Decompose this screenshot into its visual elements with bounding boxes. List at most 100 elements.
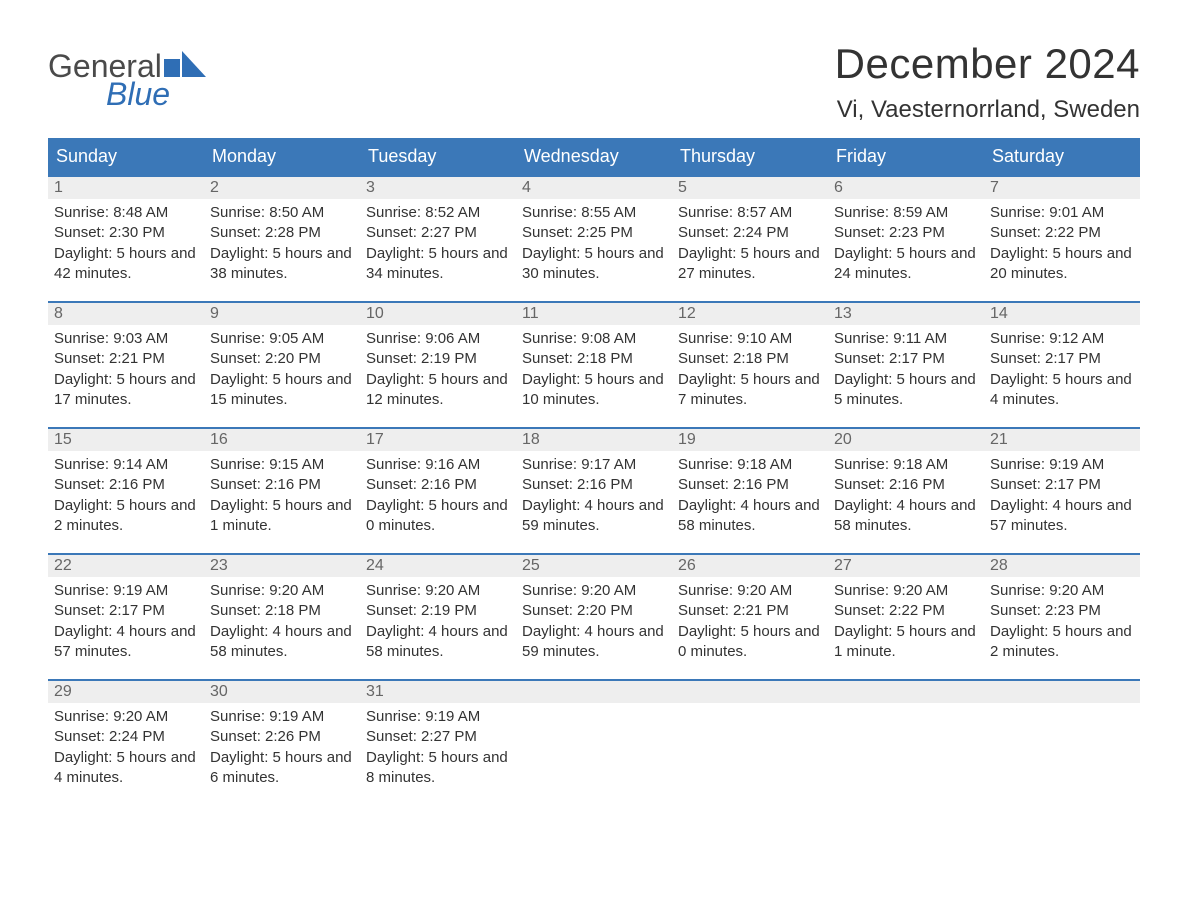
- daylight-line: Daylight: 5 hours and 4 minutes.: [990, 370, 1134, 411]
- day-number: 9: [204, 303, 360, 325]
- day-number-empty: [672, 681, 828, 703]
- daylight-line: Daylight: 5 hours and 38 minutes.: [210, 244, 354, 285]
- weeks-container: 1Sunrise: 8:48 AMSunset: 2:30 PMDaylight…: [48, 175, 1140, 791]
- calendar-day-cell: 23Sunrise: 9:20 AMSunset: 2:18 PMDayligh…: [204, 555, 360, 665]
- sunrise-line: Sunrise: 8:50 AM: [210, 203, 354, 223]
- weekday-header: Friday: [828, 138, 984, 175]
- day-number: 24: [360, 555, 516, 577]
- calendar-day-cell: 27Sunrise: 9:20 AMSunset: 2:22 PMDayligh…: [828, 555, 984, 665]
- day-details: Sunrise: 8:57 AMSunset: 2:24 PMDaylight:…: [672, 199, 828, 286]
- calendar-day-cell: 22Sunrise: 9:19 AMSunset: 2:17 PMDayligh…: [48, 555, 204, 665]
- calendar-week-row: 15Sunrise: 9:14 AMSunset: 2:16 PMDayligh…: [48, 427, 1140, 539]
- daylight-line: Daylight: 5 hours and 2 minutes.: [990, 622, 1134, 663]
- daylight-line: Daylight: 4 hours and 58 minutes.: [366, 622, 510, 663]
- sunrise-line: Sunrise: 9:06 AM: [366, 329, 510, 349]
- sunset-line: Sunset: 2:17 PM: [834, 349, 978, 369]
- calendar-day-cell: 17Sunrise: 9:16 AMSunset: 2:16 PMDayligh…: [360, 429, 516, 539]
- calendar-day-cell: 14Sunrise: 9:12 AMSunset: 2:17 PMDayligh…: [984, 303, 1140, 413]
- daylight-line: Daylight: 5 hours and 20 minutes.: [990, 244, 1134, 285]
- day-number: 13: [828, 303, 984, 325]
- sunrise-line: Sunrise: 9:16 AM: [366, 455, 510, 475]
- calendar-day-cell: 25Sunrise: 9:20 AMSunset: 2:20 PMDayligh…: [516, 555, 672, 665]
- sunset-line: Sunset: 2:26 PM: [210, 727, 354, 747]
- day-details: Sunrise: 9:20 AMSunset: 2:19 PMDaylight:…: [360, 577, 516, 664]
- daylight-line: Daylight: 4 hours and 58 minutes.: [210, 622, 354, 663]
- daylight-line: Daylight: 5 hours and 0 minutes.: [366, 496, 510, 537]
- day-number: 16: [204, 429, 360, 451]
- daylight-line: Daylight: 5 hours and 17 minutes.: [54, 370, 198, 411]
- day-details: Sunrise: 9:20 AMSunset: 2:20 PMDaylight:…: [516, 577, 672, 664]
- day-number: 6: [828, 177, 984, 199]
- day-number: 14: [984, 303, 1140, 325]
- day-number: 26: [672, 555, 828, 577]
- weekday-header: Sunday: [48, 138, 204, 175]
- day-number: 18: [516, 429, 672, 451]
- calendar-day-cell: 29Sunrise: 9:20 AMSunset: 2:24 PMDayligh…: [48, 681, 204, 791]
- day-number: 23: [204, 555, 360, 577]
- day-number: 7: [984, 177, 1140, 199]
- weekday-header: Monday: [204, 138, 360, 175]
- day-details: Sunrise: 9:11 AMSunset: 2:17 PMDaylight:…: [828, 325, 984, 412]
- day-details: Sunrise: 9:12 AMSunset: 2:17 PMDaylight:…: [984, 325, 1140, 412]
- calendar-day-cell: 21Sunrise: 9:19 AMSunset: 2:17 PMDayligh…: [984, 429, 1140, 539]
- calendar-day-cell: 18Sunrise: 9:17 AMSunset: 2:16 PMDayligh…: [516, 429, 672, 539]
- sunrise-line: Sunrise: 8:48 AM: [54, 203, 198, 223]
- day-number: 20: [828, 429, 984, 451]
- calendar-day-cell: 9Sunrise: 9:05 AMSunset: 2:20 PMDaylight…: [204, 303, 360, 413]
- day-number: 3: [360, 177, 516, 199]
- sunset-line: Sunset: 2:17 PM: [990, 475, 1134, 495]
- sunrise-line: Sunrise: 9:18 AM: [834, 455, 978, 475]
- calendar-week-row: 22Sunrise: 9:19 AMSunset: 2:17 PMDayligh…: [48, 553, 1140, 665]
- weekday-header: Wednesday: [516, 138, 672, 175]
- calendar-day-cell: 11Sunrise: 9:08 AMSunset: 2:18 PMDayligh…: [516, 303, 672, 413]
- day-number: 15: [48, 429, 204, 451]
- sunrise-line: Sunrise: 9:19 AM: [366, 707, 510, 727]
- day-number: 31: [360, 681, 516, 703]
- day-number: 5: [672, 177, 828, 199]
- day-details: Sunrise: 9:03 AMSunset: 2:21 PMDaylight:…: [48, 325, 204, 412]
- calendar-day-cell: [516, 681, 672, 791]
- header: General Blue December 2024 Vi, Vaesterno…: [48, 40, 1140, 124]
- sunrise-line: Sunrise: 8:59 AM: [834, 203, 978, 223]
- sunrise-line: Sunrise: 9:08 AM: [522, 329, 666, 349]
- calendar-day-cell: 13Sunrise: 9:11 AMSunset: 2:17 PMDayligh…: [828, 303, 984, 413]
- daylight-line: Daylight: 5 hours and 1 minute.: [834, 622, 978, 663]
- day-number: 30: [204, 681, 360, 703]
- day-number: 4: [516, 177, 672, 199]
- logo-word-blue: Blue: [48, 78, 206, 110]
- day-details: Sunrise: 9:20 AMSunset: 2:23 PMDaylight:…: [984, 577, 1140, 664]
- daylight-line: Daylight: 5 hours and 6 minutes.: [210, 748, 354, 789]
- day-details: Sunrise: 8:55 AMSunset: 2:25 PMDaylight:…: [516, 199, 672, 286]
- sunrise-line: Sunrise: 9:05 AM: [210, 329, 354, 349]
- calendar-day-cell: 1Sunrise: 8:48 AMSunset: 2:30 PMDaylight…: [48, 177, 204, 287]
- sunset-line: Sunset: 2:22 PM: [990, 223, 1134, 243]
- sunset-line: Sunset: 2:17 PM: [54, 601, 198, 621]
- sunrise-line: Sunrise: 9:20 AM: [834, 581, 978, 601]
- daylight-line: Daylight: 4 hours and 59 minutes.: [522, 622, 666, 663]
- day-number: 12: [672, 303, 828, 325]
- day-number: 29: [48, 681, 204, 703]
- calendar-day-cell: 26Sunrise: 9:20 AMSunset: 2:21 PMDayligh…: [672, 555, 828, 665]
- daylight-line: Daylight: 5 hours and 1 minute.: [210, 496, 354, 537]
- sunrise-line: Sunrise: 9:03 AM: [54, 329, 198, 349]
- day-details: Sunrise: 8:59 AMSunset: 2:23 PMDaylight:…: [828, 199, 984, 286]
- sunset-line: Sunset: 2:16 PM: [54, 475, 198, 495]
- day-number: 8: [48, 303, 204, 325]
- calendar-day-cell: 10Sunrise: 9:06 AMSunset: 2:19 PMDayligh…: [360, 303, 516, 413]
- calendar-week-row: 29Sunrise: 9:20 AMSunset: 2:24 PMDayligh…: [48, 679, 1140, 791]
- sunrise-line: Sunrise: 9:20 AM: [366, 581, 510, 601]
- calendar-day-cell: 28Sunrise: 9:20 AMSunset: 2:23 PMDayligh…: [984, 555, 1140, 665]
- calendar-day-cell: 19Sunrise: 9:18 AMSunset: 2:16 PMDayligh…: [672, 429, 828, 539]
- sunrise-line: Sunrise: 8:52 AM: [366, 203, 510, 223]
- calendar-week-row: 8Sunrise: 9:03 AMSunset: 2:21 PMDaylight…: [48, 301, 1140, 413]
- daylight-line: Daylight: 5 hours and 0 minutes.: [678, 622, 822, 663]
- sunset-line: Sunset: 2:18 PM: [522, 349, 666, 369]
- sunrise-line: Sunrise: 9:15 AM: [210, 455, 354, 475]
- sunset-line: Sunset: 2:19 PM: [366, 349, 510, 369]
- day-details: Sunrise: 9:01 AMSunset: 2:22 PMDaylight:…: [984, 199, 1140, 286]
- daylight-line: Daylight: 5 hours and 42 minutes.: [54, 244, 198, 285]
- day-number: 28: [984, 555, 1140, 577]
- day-number: 2: [204, 177, 360, 199]
- daylight-line: Daylight: 5 hours and 34 minutes.: [366, 244, 510, 285]
- sunrise-line: Sunrise: 9:01 AM: [990, 203, 1134, 223]
